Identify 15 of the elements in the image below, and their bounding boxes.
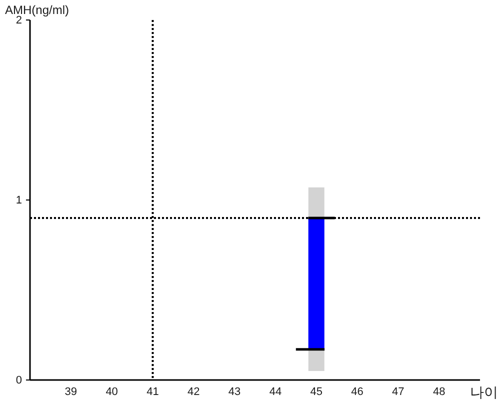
x-tick-label: 47 [392,386,404,398]
y-tick-label: 1 [16,194,22,207]
x-tick-label: 44 [269,386,282,398]
x-tick-label: 41 [146,386,159,398]
x-tick-label: 40 [106,386,118,398]
x-tick-label: 45 [310,386,322,398]
x-tick-label: 48 [432,386,446,398]
x-tick-label: 46 [351,386,364,398]
x-tick-label: 39 [64,386,78,398]
x-tick-label: 43 [228,386,241,398]
x-tick-label: 42 [188,386,200,398]
y-tick-label: 2 [16,14,22,27]
y-tick-label: 0 [16,374,22,387]
x-axis-title: 나이 [470,384,498,400]
y-axis-title: AMH(ng/ml) [5,3,70,17]
